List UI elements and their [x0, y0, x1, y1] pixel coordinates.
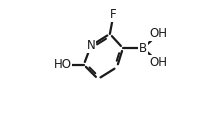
Text: F: F	[110, 8, 117, 21]
Text: OH: OH	[149, 27, 167, 40]
Text: HO: HO	[54, 58, 71, 71]
Text: N: N	[86, 39, 95, 52]
Text: B: B	[139, 42, 147, 55]
Text: OH: OH	[149, 56, 167, 69]
